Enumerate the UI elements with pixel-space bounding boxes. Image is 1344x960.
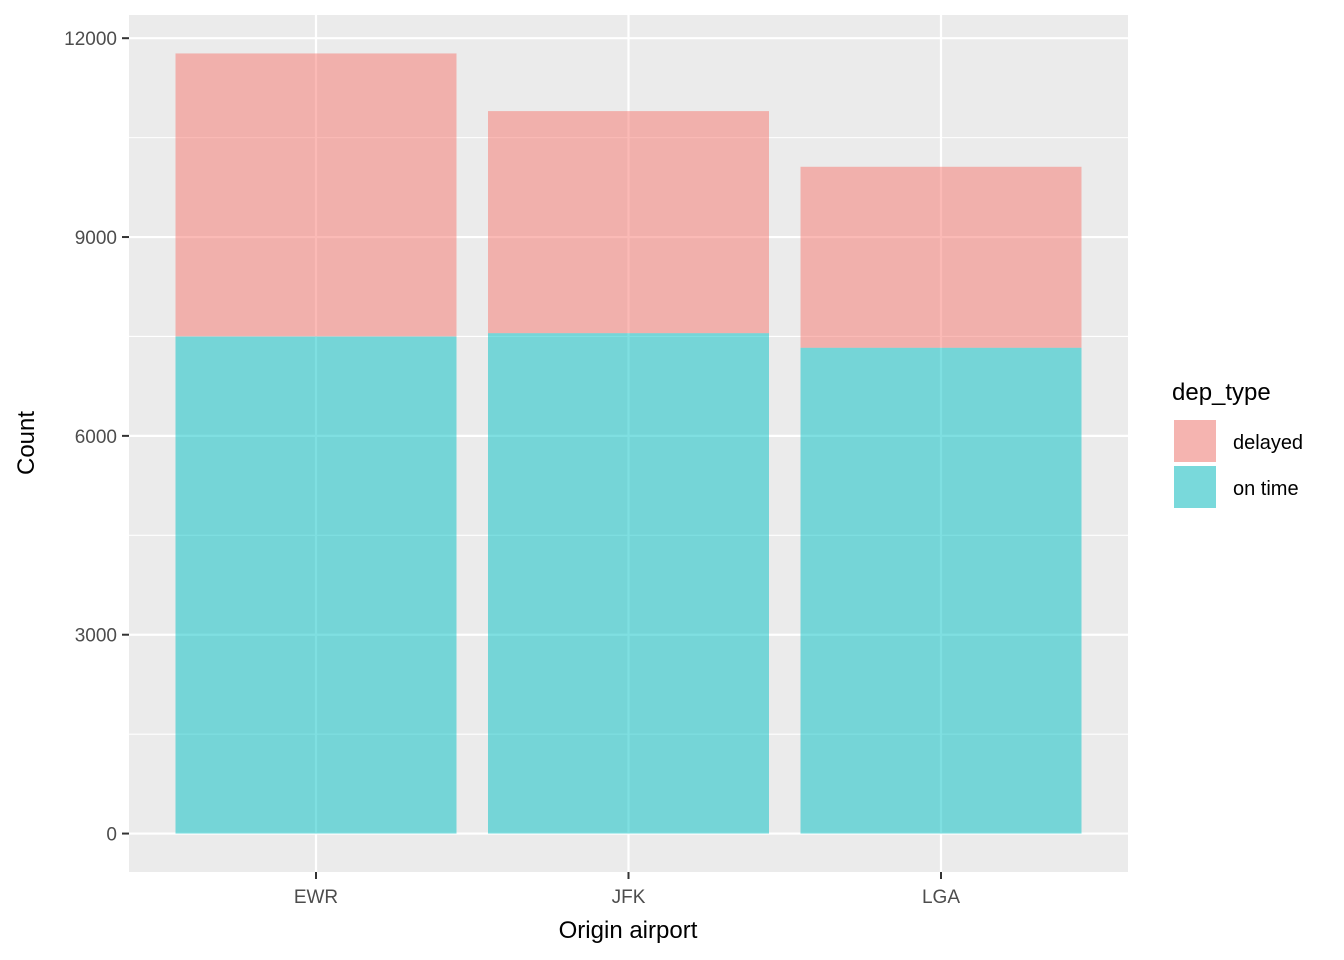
x-axis-title: Origin airport: [559, 917, 698, 944]
bar-ewr-delayed: [175, 53, 457, 337]
x-axis: EWR JFK LGA: [294, 872, 960, 908]
legend-title: dep_type: [1172, 379, 1271, 406]
legend-label-delayed: delayed: [1233, 432, 1303, 454]
y-tick-label: 12000: [64, 29, 117, 50]
y-tick-label: 3000: [75, 626, 117, 647]
bar-lga-delayed: [800, 166, 1082, 348]
y-tick-label: 9000: [75, 228, 117, 249]
bar-jfk-delayed: [488, 111, 769, 334]
x-tick-label: LGA: [922, 887, 960, 908]
legend-key-on-time: [1174, 466, 1216, 508]
y-axis: 0 3000 6000 9000 12000: [64, 29, 129, 846]
y-axis-title: Count: [13, 411, 40, 475]
bar-ewr-on-time: [175, 336, 457, 834]
y-tick-label: 6000: [75, 427, 117, 448]
legend-label-on-time: on time: [1233, 478, 1299, 500]
bar-lga-on-time: [800, 347, 1082, 834]
bar-jfk-on-time: [488, 333, 769, 834]
bars: [175, 53, 1082, 834]
legend-key-delayed: [1174, 420, 1216, 462]
x-tick-label: JFK: [612, 887, 646, 908]
legend: dep_type delayed on time: [1172, 379, 1303, 508]
y-tick-label: 0: [106, 825, 117, 846]
x-tick-label: EWR: [294, 887, 338, 908]
